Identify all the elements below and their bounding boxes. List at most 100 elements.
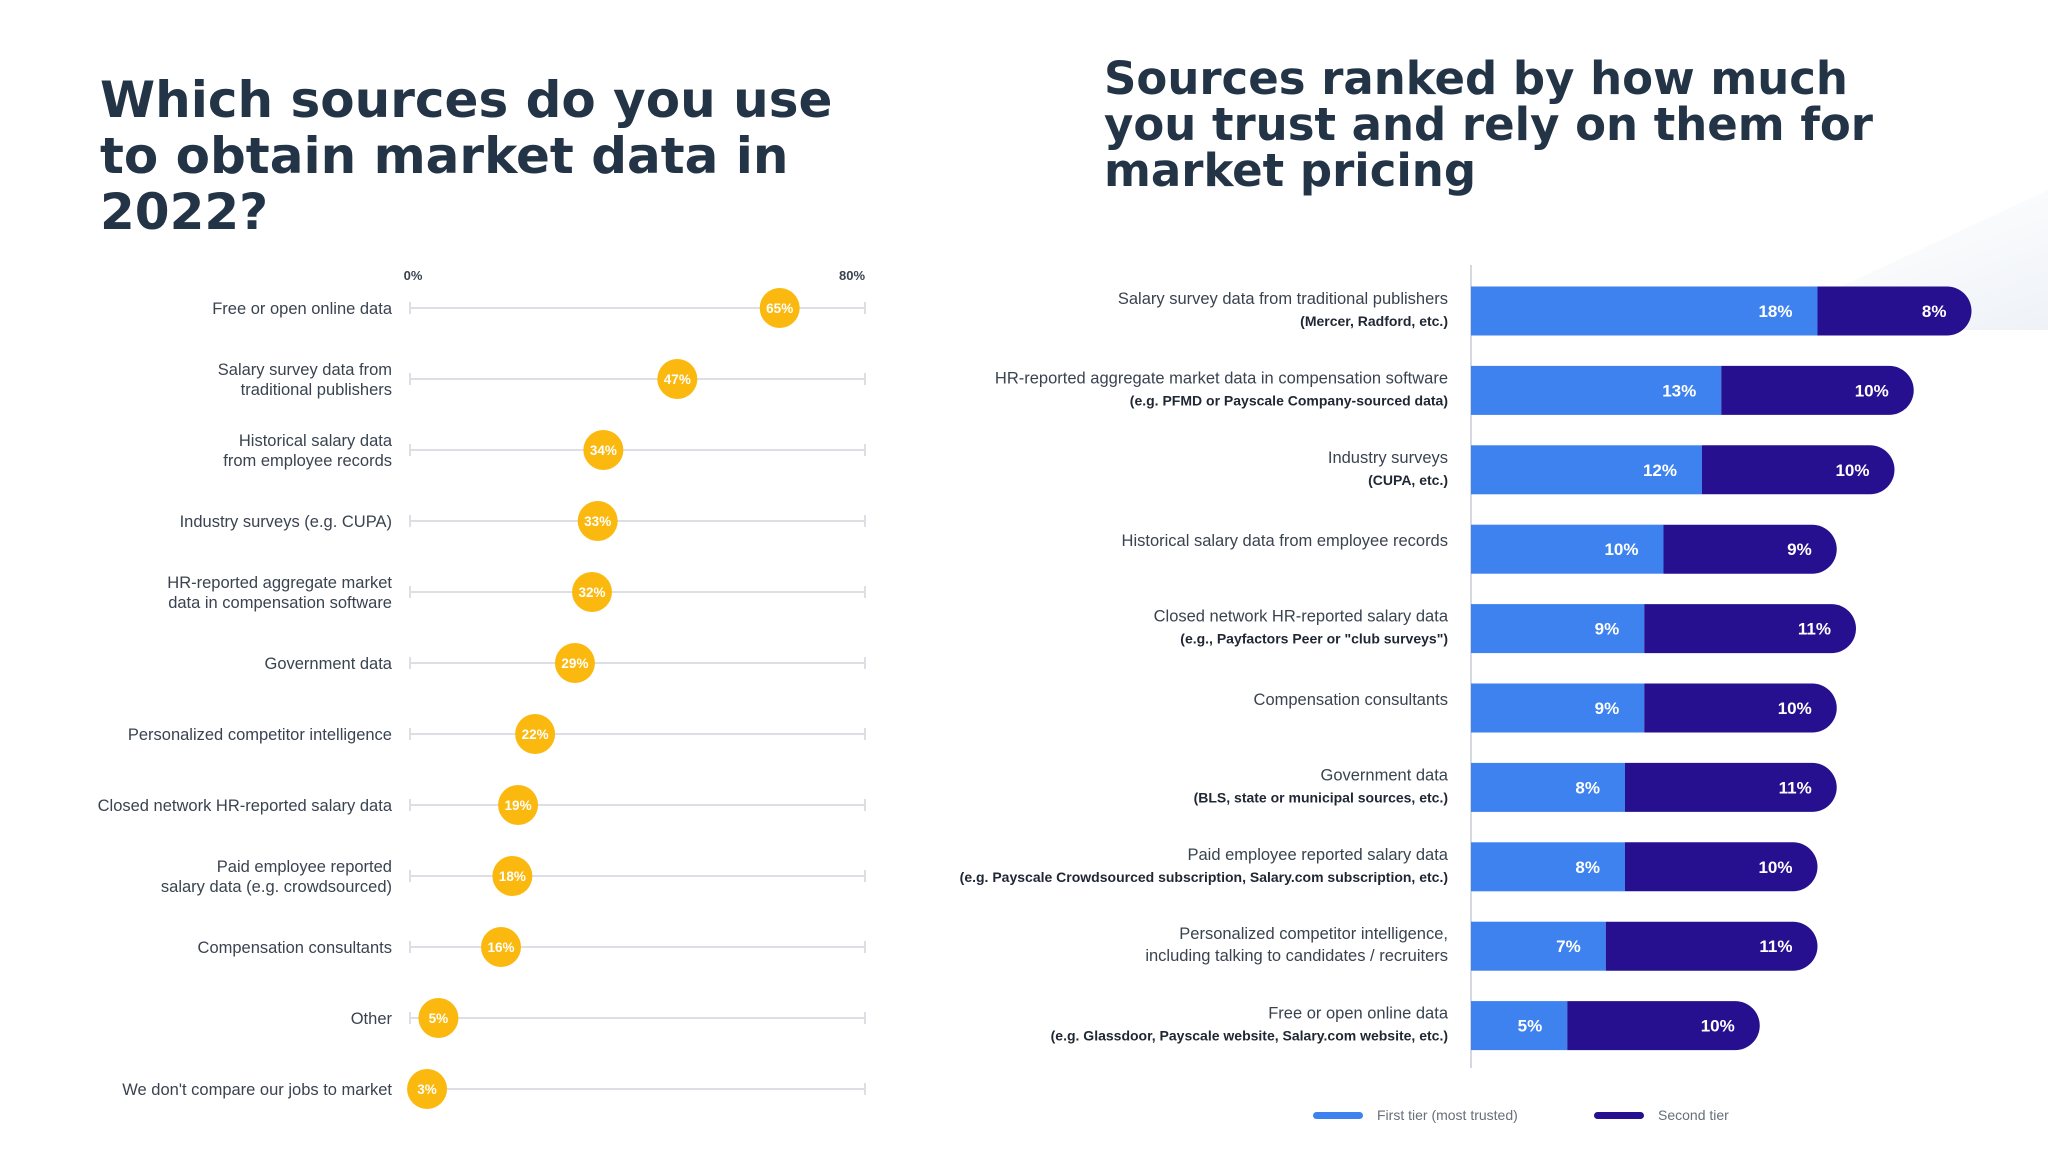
category-sublabel: (e.g. Payscale Crowdsourced subscription… (960, 869, 1448, 885)
value-dot (492, 856, 533, 896)
second-tier-bar (1721, 365, 1914, 415)
second-tier-value-label: 8% (1922, 302, 1947, 321)
category-label: Industry surveys (e.g. CUPA) (180, 513, 392, 531)
category-label: Closed network HR-reported salary data (98, 797, 393, 815)
second-tier-bar (1567, 1001, 1760, 1051)
category-label: HR-reported aggregate market data in com… (995, 369, 1448, 387)
category-label: Salary survey data from traditional publi… (218, 361, 392, 399)
bar-row: 9% 10% Compensation consultants (1254, 683, 1837, 733)
value-dot (657, 359, 698, 399)
first-tier-bar (1471, 921, 1606, 971)
first-tier-bar (1471, 683, 1645, 733)
dot-row: Paid employee reported salary data (e.g. … (161, 856, 866, 896)
category-sublabel: (e.g., Payfactors Peer or "club surveys"… (1180, 631, 1448, 647)
category-label: Government data (1321, 766, 1449, 784)
first-tier-value-label: 9% (1595, 620, 1620, 639)
category-sublabel: (BLS, state or municipal sources, etc.) (1194, 789, 1448, 805)
second-tier-value-label: 11% (1759, 937, 1792, 956)
first-tier-bar (1471, 286, 1818, 336)
value-label: 16% (487, 940, 514, 955)
first-tier-value-label: 5% (1518, 1017, 1543, 1036)
second-tier-value-label: 11% (1779, 778, 1812, 797)
value-dot (572, 572, 612, 612)
category-label: HR-reported aggregate market data in comp… (167, 574, 392, 612)
legend-label-first-tier: First tier (most trusted) (1377, 1107, 1518, 1123)
legend-swatch-first-tier (1313, 1111, 1363, 1119)
trust-ranking-stacked-bar-chart: 18% 8% Salary survey data from traditional… (960, 265, 1972, 1068)
value-label: 32% (578, 585, 605, 600)
category-label: Paid employee reported salary data (e.g. … (161, 858, 392, 896)
second-tier-value-label: 11% (1798, 620, 1831, 639)
dot-row: We don't compare our jobs to market 3% (122, 1069, 866, 1109)
dot-row: Closed network HR-reported salary data 19… (98, 785, 866, 825)
dot-row: Government data 29% (265, 643, 866, 683)
category-label: Compensation consultants (198, 939, 392, 957)
value-dot (407, 1069, 448, 1109)
value-dot (498, 785, 539, 825)
legend-label-second-tier: Second tier (1658, 1107, 1729, 1123)
bar-row: 5% 10% Free or open online data (e.g. Glass… (1051, 1001, 1760, 1051)
dot-row: Industry surveys (e.g. CUPA) 33% (180, 501, 866, 541)
first-tier-bar (1471, 445, 1702, 495)
market-data-sources-dot-chart: 0% 80% Free or open online data 65% Salary s… (98, 268, 866, 1109)
category-label: Paid employee reported salary data (1188, 846, 1449, 864)
category-label: Personalized competitor intelligence, (1179, 925, 1448, 943)
right-chart-title: Sources ranked by how much you trust and… (1104, 52, 1873, 197)
bar-row: 8% 10% Paid employee reported salary data (… (960, 842, 1818, 892)
first-tier-bar (1471, 604, 1645, 654)
category-label: Free or open online data (1268, 1005, 1449, 1023)
category-sublabel: (CUPA, etc.) (1368, 472, 1448, 488)
bar-row: 18% 8% Salary survey data from traditional… (1118, 286, 1972, 336)
dot-row: HR-reported aggregate market data in comp… (167, 572, 866, 612)
legend-swatch-second-tier (1594, 1111, 1644, 1119)
category-label: Personalized competitor intelligence (128, 726, 392, 744)
second-tier-bar (1625, 842, 1818, 892)
value-label: 5% (429, 1011, 449, 1026)
dot-row: Salary survey data from traditional publi… (218, 359, 866, 399)
value-label: 18% (499, 869, 526, 884)
category-label: Compensation consultants (1254, 691, 1448, 709)
bar-row: 9% 11% Closed network HR-reported salary d… (1154, 604, 1856, 654)
category-sublabel: including talking to candidates / recrui… (1145, 947, 1448, 965)
first-tier-bar (1471, 1001, 1568, 1051)
first-tier-bar (1471, 365, 1722, 415)
value-dot (577, 501, 618, 541)
category-label: Other (351, 1010, 393, 1028)
category-label: Government data (265, 655, 393, 673)
value-dot (515, 714, 556, 754)
second-tier-bar (1605, 921, 1818, 971)
first-tier-value-label: 12% (1643, 461, 1677, 480)
dot-row: Other 5% (351, 998, 866, 1038)
dot-row: Historical salary data from employee reco… (223, 430, 866, 470)
value-dot (583, 430, 624, 470)
value-label: 29% (561, 656, 588, 671)
bar-row: 7% 11% Personalized competitor intelligenc… (1145, 921, 1818, 971)
value-label: 47% (664, 372, 691, 387)
value-label: 3% (417, 1082, 437, 1097)
first-tier-value-label: 13% (1662, 381, 1696, 400)
bar-row: 8% 11% Government data (BLS, state or munic… (1194, 762, 1837, 812)
second-tier-bar (1644, 604, 1856, 654)
category-sublabel: (Mercer, Radford, etc.) (1300, 313, 1448, 329)
first-tier-bar (1471, 524, 1664, 574)
category-label: Historical salary data from employee reco… (223, 432, 393, 470)
category-label: Salary survey data from traditional publ… (1118, 290, 1448, 308)
second-tier-value-label: 10% (1835, 461, 1869, 480)
axis-max-label: 80% (839, 268, 865, 283)
second-tier-value-label: 10% (1855, 381, 1889, 400)
value-label: 19% (505, 798, 532, 813)
second-tier-value-label: 9% (1787, 540, 1812, 559)
legend-item-second-tier: Second tier (1594, 1107, 1729, 1123)
dot-row: Compensation consultants 16% (198, 927, 866, 967)
second-tier-bar (1625, 762, 1837, 812)
second-tier-bar (1817, 286, 1972, 336)
dot-row: Free or open online data 65% (212, 288, 866, 328)
category-label: Historical salary data from employee rec… (1122, 532, 1448, 550)
value-dot (759, 288, 800, 328)
value-dot (418, 998, 459, 1038)
axis-min-label: 0% (404, 268, 423, 283)
category-label: We don't compare our jobs to market (122, 1081, 392, 1099)
bar-row: 12% 10% Industry surveys (CUPA, etc.) (1328, 445, 1895, 495)
first-tier-value-label: 8% (1575, 778, 1600, 797)
first-tier-bar (1471, 842, 1625, 892)
